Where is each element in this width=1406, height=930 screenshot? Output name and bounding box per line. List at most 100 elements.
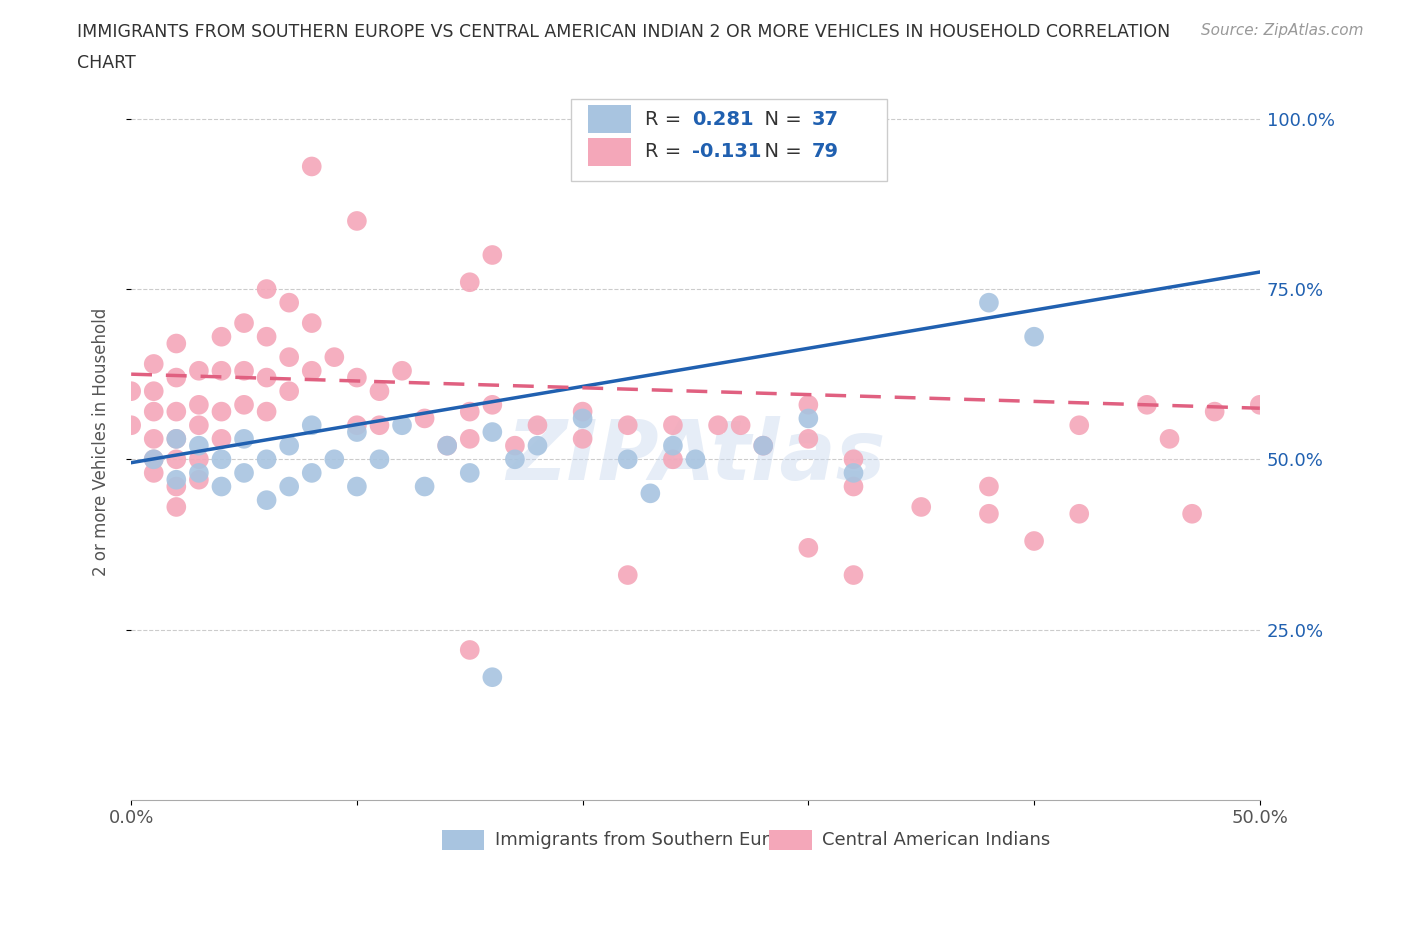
Point: [120, 418, 142, 432]
Point: [458, 432, 481, 446]
Text: Source: ZipAtlas.com: Source: ZipAtlas.com: [1201, 23, 1364, 38]
Point: [187, 438, 209, 453]
Point: [503, 438, 526, 453]
Y-axis label: 2 or more Vehicles in Household: 2 or more Vehicles in Household: [93, 308, 110, 577]
Point: [526, 418, 548, 432]
Point: [1159, 432, 1181, 446]
Point: [391, 364, 413, 379]
Point: [233, 432, 256, 446]
Point: [256, 493, 278, 508]
Point: [256, 405, 278, 419]
Point: [211, 329, 233, 344]
Text: 37: 37: [811, 110, 839, 128]
Point: [187, 452, 209, 467]
Point: [1181, 506, 1204, 521]
Point: [842, 567, 865, 582]
Point: [481, 397, 503, 412]
Point: [142, 452, 165, 467]
Point: [640, 485, 662, 500]
Point: [142, 384, 165, 399]
Text: IMMIGRANTS FROM SOUTHERN EUROPE VS CENTRAL AMERICAN INDIAN 2 OR MORE VEHICLES IN: IMMIGRANTS FROM SOUTHERN EUROPE VS CENTR…: [77, 23, 1171, 41]
Text: -0.131: -0.131: [692, 142, 762, 162]
Point: [526, 438, 548, 453]
Point: [797, 540, 820, 555]
Point: [616, 567, 638, 582]
Point: [187, 397, 209, 412]
Point: [458, 643, 481, 658]
Point: [662, 418, 685, 432]
Text: R =: R =: [645, 142, 688, 162]
Point: [278, 350, 301, 365]
Point: [301, 466, 323, 481]
Point: [211, 364, 233, 379]
Point: [256, 329, 278, 344]
Point: [977, 506, 1000, 521]
Point: [346, 479, 368, 494]
Point: [233, 397, 256, 412]
FancyBboxPatch shape: [441, 830, 485, 850]
Point: [142, 432, 165, 446]
Point: [436, 438, 458, 453]
Point: [571, 411, 593, 426]
Point: [616, 418, 638, 432]
Point: [571, 432, 593, 446]
Point: [977, 295, 1000, 310]
Point: [142, 452, 165, 467]
Point: [413, 479, 436, 494]
Point: [278, 479, 301, 494]
Point: [413, 411, 436, 426]
Point: [391, 418, 413, 432]
Point: [752, 438, 775, 453]
Point: [301, 418, 323, 432]
Point: [842, 466, 865, 481]
Point: [797, 411, 820, 426]
Point: [233, 364, 256, 379]
Point: [165, 336, 187, 351]
Point: [165, 432, 187, 446]
Point: [278, 438, 301, 453]
FancyBboxPatch shape: [571, 100, 887, 181]
Point: [301, 364, 323, 379]
Point: [368, 452, 391, 467]
Point: [165, 499, 187, 514]
Point: [323, 452, 346, 467]
Point: [233, 466, 256, 481]
Point: [458, 405, 481, 419]
Point: [458, 466, 481, 481]
Point: [346, 418, 368, 432]
Text: N =: N =: [752, 142, 808, 162]
Point: [323, 350, 346, 365]
Point: [211, 452, 233, 467]
Point: [842, 479, 865, 494]
Point: [301, 159, 323, 174]
Point: [662, 452, 685, 467]
FancyBboxPatch shape: [588, 105, 631, 133]
Point: [211, 432, 233, 446]
Point: [256, 452, 278, 467]
Point: [187, 364, 209, 379]
Point: [368, 418, 391, 432]
Point: [752, 438, 775, 453]
Text: 79: 79: [811, 142, 839, 162]
Point: [481, 425, 503, 440]
Text: CHART: CHART: [77, 54, 136, 72]
Text: Central American Indians: Central American Indians: [823, 830, 1050, 849]
Point: [368, 384, 391, 399]
Point: [165, 472, 187, 487]
Point: [256, 282, 278, 297]
Point: [187, 418, 209, 432]
Point: [187, 472, 209, 487]
Point: [436, 438, 458, 453]
Point: [616, 452, 638, 467]
Point: [142, 356, 165, 371]
Point: [278, 384, 301, 399]
Point: [346, 425, 368, 440]
Point: [1069, 418, 1091, 432]
Point: [1069, 506, 1091, 521]
Point: [662, 438, 685, 453]
Point: [977, 479, 1000, 494]
Point: [571, 405, 593, 419]
Point: [797, 397, 820, 412]
Point: [187, 466, 209, 481]
Point: [211, 405, 233, 419]
